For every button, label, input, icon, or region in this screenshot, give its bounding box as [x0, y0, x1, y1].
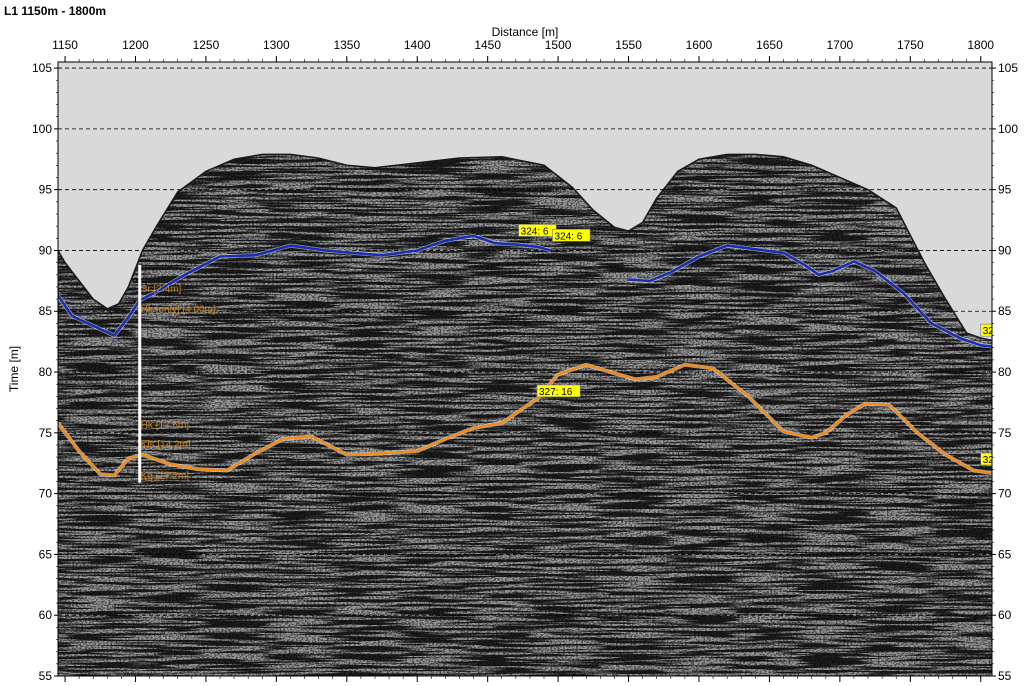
- horizon-line-0-segment-1[interactable]: [628, 244, 993, 348]
- x-tick-label: 1250: [193, 38, 220, 52]
- tag-box: [552, 228, 591, 242]
- x-tick-label: 1700: [827, 38, 854, 52]
- y-tick-label-right: 55: [998, 669, 1012, 683]
- y-tick-label-right: 85: [998, 304, 1012, 318]
- x-tick-label: 1350: [333, 38, 360, 52]
- y-tick-label-left: 70: [39, 487, 53, 501]
- y-tick-label-left: 60: [39, 608, 53, 622]
- annotations: Sr [2.4m] Hk [only] [4.00m] Hk [12.6m] Kls …: [141, 224, 995, 482]
- tag-text: 32: [983, 455, 995, 466]
- horizon-line-0-segment-0[interactable]: [58, 234, 552, 337]
- tag-text: 324: 6: [521, 226, 549, 237]
- y-tick-label-right: 95: [998, 183, 1012, 197]
- y-tick-label-right: 90: [998, 243, 1012, 257]
- y-tick-label-left: 55: [39, 669, 53, 683]
- subsurface-data: [58, 154, 992, 676]
- tag-text: 32: [983, 326, 995, 337]
- horizon-value-tag: 324: 6: [552, 228, 591, 242]
- tag-text: 327: 16: [539, 387, 573, 398]
- x-tick-label: 1300: [263, 38, 290, 52]
- x-tick-label: 1200: [122, 38, 149, 52]
- x-axis-label: Distance [m]: [492, 25, 559, 39]
- ground-surface-line: [58, 153, 992, 342]
- y-tick-label-left: 105: [32, 61, 52, 75]
- interface-label: Kls [14.2m]: [141, 439, 191, 450]
- horizon-value-tag: 324: 6: [518, 224, 557, 237]
- x-tick-label: 1150: [52, 38, 78, 52]
- x-tick-label: 1400: [404, 38, 431, 52]
- y-tick-label-right: 65: [998, 547, 1012, 561]
- y-tick-label-right: 60: [998, 608, 1012, 622]
- grid-lines: [58, 67, 992, 676]
- x-tick-label: 1800: [967, 38, 994, 52]
- x-tick-label: 1450: [474, 38, 501, 52]
- horizon-line-1-segment-0[interactable]: [58, 363, 992, 477]
- y-tick-label-right: 105: [998, 61, 1018, 75]
- y-tick-label-right: 80: [998, 365, 1012, 379]
- y-axis-label: Time [m]: [7, 346, 21, 392]
- x-tick-label: 1650: [756, 38, 783, 52]
- y-tick-label-left: 100: [32, 122, 52, 136]
- interface-label: Kg [17.2m]: [141, 471, 190, 482]
- interface-label: Sr [2.4m]: [141, 284, 182, 295]
- horizon-value-tag: 32: [980, 452, 995, 466]
- interface-label: Hk [12.6m]: [141, 420, 190, 431]
- axes: 55 55 60 60 65 65 70 70 75 75 80 80 85 85 90 90 95 95 100 1…: [32, 38, 1018, 683]
- y-tick-label-right: 100: [998, 122, 1018, 136]
- x-tick-label: 1750: [897, 38, 924, 52]
- y-tick-label-left: 65: [39, 547, 53, 561]
- x-tick-label: 1600: [686, 38, 713, 52]
- tag-box: [536, 384, 581, 398]
- y-tick-label-left: 85: [39, 304, 53, 318]
- y-tick-label-right: 70: [998, 487, 1012, 501]
- tag-box: [980, 452, 992, 466]
- window-title: L1 1150m - 1800m: [4, 4, 107, 18]
- y-tick-label-right: 75: [998, 426, 1012, 440]
- horizon-value-tag: 32: [980, 323, 995, 337]
- plot-frame: [57, 61, 993, 677]
- y-tick-label-left: 95: [39, 183, 53, 197]
- y-tick-label-left: 80: [39, 365, 53, 379]
- horizon-value-tag: 327: 16: [536, 384, 581, 398]
- tag-text: 324: 6: [554, 231, 582, 242]
- x-tick-label: 1550: [615, 38, 642, 52]
- y-tick-label-left: 75: [39, 426, 53, 440]
- horizons[interactable]: [58, 233, 993, 478]
- tag-box: [980, 323, 992, 337]
- interface-label: Hk [only] [4.00m]: [141, 304, 216, 315]
- y-tick-label-left: 90: [39, 243, 53, 257]
- x-tick-label: 1500: [545, 38, 572, 52]
